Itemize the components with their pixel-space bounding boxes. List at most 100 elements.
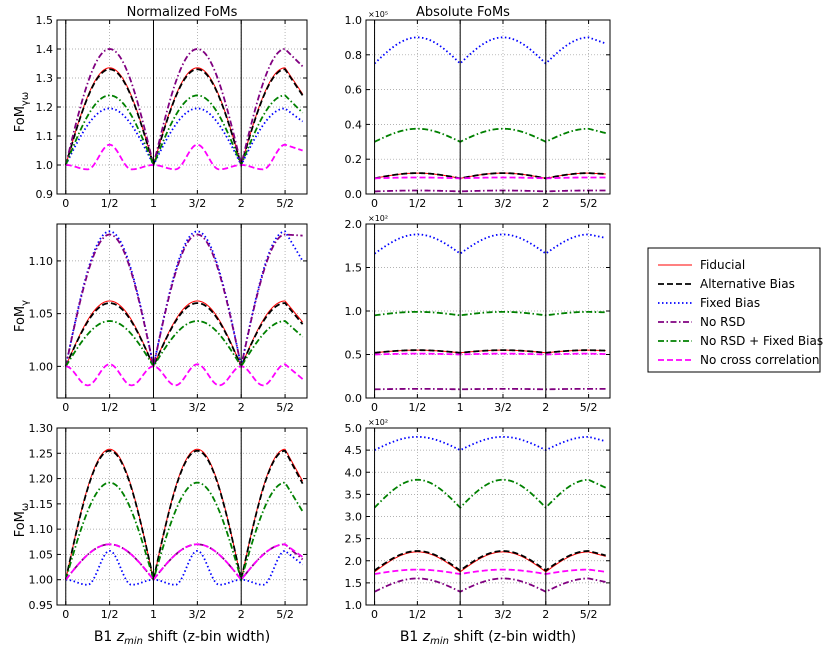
x-tick-label: 1/2 <box>409 401 427 414</box>
series-line-alternative-bias <box>374 550 606 572</box>
y-label-sub: γ <box>20 300 31 306</box>
y-tick-label: 1.15 <box>29 498 54 511</box>
legend-entry: No RSD <box>658 315 745 329</box>
y-tick-label: 1.5 <box>36 14 54 27</box>
y-tick-label: 2.0 <box>345 555 363 568</box>
x-label-sub: min <box>124 636 143 647</box>
legend-label: No RSD + Fixed Bias <box>700 334 823 348</box>
panel-2: 0 1/2 1 3/2 2 5/2 1.00 1.05 1.10 <box>29 223 308 414</box>
legend-label: Alternative Bias <box>700 277 795 291</box>
panel-0: 0 1/2 1 3/2 2 5/2 0.9 1.0 1.1 1.2 1.3 1.4 1.5 <box>36 14 308 210</box>
legend-entry: No RSD + Fixed Bias <box>658 334 823 348</box>
y-tick-label: 0.9 <box>36 188 54 201</box>
x-tick-label: 1 <box>150 197 157 210</box>
y-tick-label: 1.00 <box>29 360 54 373</box>
y-tick-label: 1.10 <box>29 255 54 268</box>
x-tick-label: 2 <box>238 197 245 210</box>
column-title-absolute: Absolute FoMs <box>416 5 510 20</box>
y-tick-label: 4.0 <box>345 466 363 479</box>
y-tick-label: 1.20 <box>29 473 54 486</box>
axes-frame <box>56 427 308 606</box>
series-line-fixed-bias <box>374 435 606 452</box>
x-tick-label: 0 <box>371 197 378 210</box>
legend-entry: Alternative Bias <box>658 277 795 291</box>
x-tick-label: 1/2 <box>101 401 119 414</box>
series-group <box>64 448 304 586</box>
series-line-alternative-bias <box>64 449 304 580</box>
panel-3: 0 1/2 1 3/2 2 5/2 0.0 0.5 1.0 1.5 2.0 ×10² <box>345 214 611 414</box>
x-axis-label-right: B1 zmin shift (z-bin width) <box>400 629 576 647</box>
series-line-no-cross-correlation <box>65 363 304 387</box>
y-tick-label: 3.5 <box>345 488 363 501</box>
series-group <box>64 230 304 387</box>
series-line-fixed-bias <box>65 549 304 586</box>
x-tick-label: 5/2 <box>580 401 598 414</box>
series-line-no-rsd-fixed-bias <box>65 320 304 369</box>
series-line-no-rsd-fixed-bias <box>373 478 607 509</box>
x-tick-label: 1 <box>457 401 464 414</box>
series-line-alternative-bias <box>64 68 304 169</box>
x-label-sub: min <box>430 636 449 647</box>
y-tick-label: 1.30 <box>29 422 54 435</box>
legend-label: No cross correlation <box>700 353 819 367</box>
axes-frame <box>56 223 308 399</box>
series-line-no-rsd-fixed-bias <box>64 481 304 583</box>
y-tick-label: 1.25 <box>29 447 54 460</box>
series-group <box>373 435 607 593</box>
panels: 0 1/2 1 3/2 2 5/2 0.9 1.0 1.1 1.2 1.3 1.4 1.5 0 1/2 1 3/… <box>29 10 611 621</box>
series-line-no-cross-correlation <box>374 568 606 575</box>
y-tick-label: 1.3 <box>36 72 54 85</box>
legend: Fiducial Alternative Bias Fixed Bias No RSD… <box>647 247 823 373</box>
y-tick-label: 3.0 <box>345 511 363 524</box>
y-axis-label-w: FoMω <box>13 503 31 538</box>
y-label-sub: γω <box>20 92 31 106</box>
series-line-no-rsd <box>374 189 606 193</box>
y-tick-label: 0.95 <box>29 599 54 612</box>
x-tick-label: 3/2 <box>188 608 206 621</box>
x-label-var: z <box>116 629 125 645</box>
x-tick-label: 2 <box>542 401 549 414</box>
panel-1: 0 1/2 1 3/2 2 5/2 0.0 0.2 0.4 0.6 0.8 1.0 ×10⁵ <box>345 10 611 210</box>
y-tick-label: 1.0 <box>345 305 363 318</box>
axis-multiplier: ×10⁵ <box>368 10 388 19</box>
x-tick-label: 1/2 <box>409 608 427 621</box>
x-tick-label: 1/2 <box>101 197 119 210</box>
legend-label: No RSD <box>700 315 745 329</box>
y-tick-label: 1.2 <box>36 101 54 114</box>
y-label-sub: ω <box>20 503 31 511</box>
x-tick-label: 5/2 <box>580 608 598 621</box>
axes-frame <box>365 19 611 195</box>
column-title-normalized: Normalized FoMs <box>127 5 238 20</box>
y-tick-label: 0.2 <box>345 153 363 166</box>
panel-4: 0 1/2 1 3/2 2 5/2 0.95 1.00 1.05 1.10 1.15 1.20 1.25… <box>29 422 308 621</box>
x-label-suffix: shift (z-bin width) <box>449 629 576 645</box>
legend-label: Fiducial <box>700 258 745 272</box>
series-line-no-cross-correlation <box>65 543 304 582</box>
y-label-base: FoM <box>13 306 28 332</box>
series-line-no-rsd-fixed-bias <box>64 94 304 168</box>
y-tick-label: 4.5 <box>345 444 363 457</box>
x-label-var: z <box>422 629 431 645</box>
x-tick-label: 3/2 <box>494 401 512 414</box>
x-tick-label: 2 <box>542 197 549 210</box>
x-tick-label: 3/2 <box>494 197 512 210</box>
axis-multiplier: ×10² <box>368 214 388 223</box>
x-tick-label: 0 <box>371 608 378 621</box>
legend-box <box>647 247 821 373</box>
y-tick-label: 1.0 <box>36 159 54 172</box>
x-tick-label: 2 <box>238 401 245 414</box>
x-label-suffix: shift (z-bin width) <box>143 629 270 645</box>
x-tick-label: 0 <box>371 401 378 414</box>
x-tick-label: 0 <box>62 197 69 210</box>
series-line-no-rsd <box>64 233 303 367</box>
y-tick-label: 1.10 <box>29 523 54 536</box>
y-tick-label: 1.5 <box>345 577 363 590</box>
y-tick-label: 0.8 <box>345 49 363 62</box>
x-tick-label: 1/2 <box>409 197 427 210</box>
y-tick-label: 0.4 <box>345 118 363 131</box>
x-label-prefix: B1 <box>400 629 423 645</box>
x-tick-label: 3/2 <box>494 608 512 621</box>
panel-5: 0 1/2 1 3/2 2 5/2 1.0 1.5 2.0 2.5 3.0 3.5 4.0 4.5 5.0 ×… <box>345 418 611 621</box>
series-line-alternative-bias <box>64 302 304 369</box>
series-line-fiducial <box>65 67 304 167</box>
